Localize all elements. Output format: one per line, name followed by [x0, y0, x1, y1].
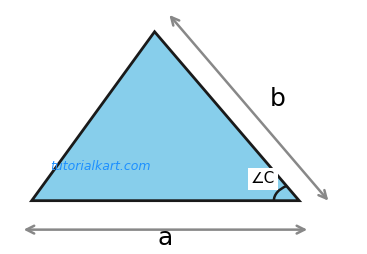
Text: b: b	[270, 87, 286, 112]
Text: tutorialkart.com: tutorialkart.com	[50, 160, 150, 173]
Polygon shape	[32, 32, 299, 201]
Text: a: a	[158, 226, 173, 250]
Text: ∠C: ∠C	[251, 171, 275, 186]
